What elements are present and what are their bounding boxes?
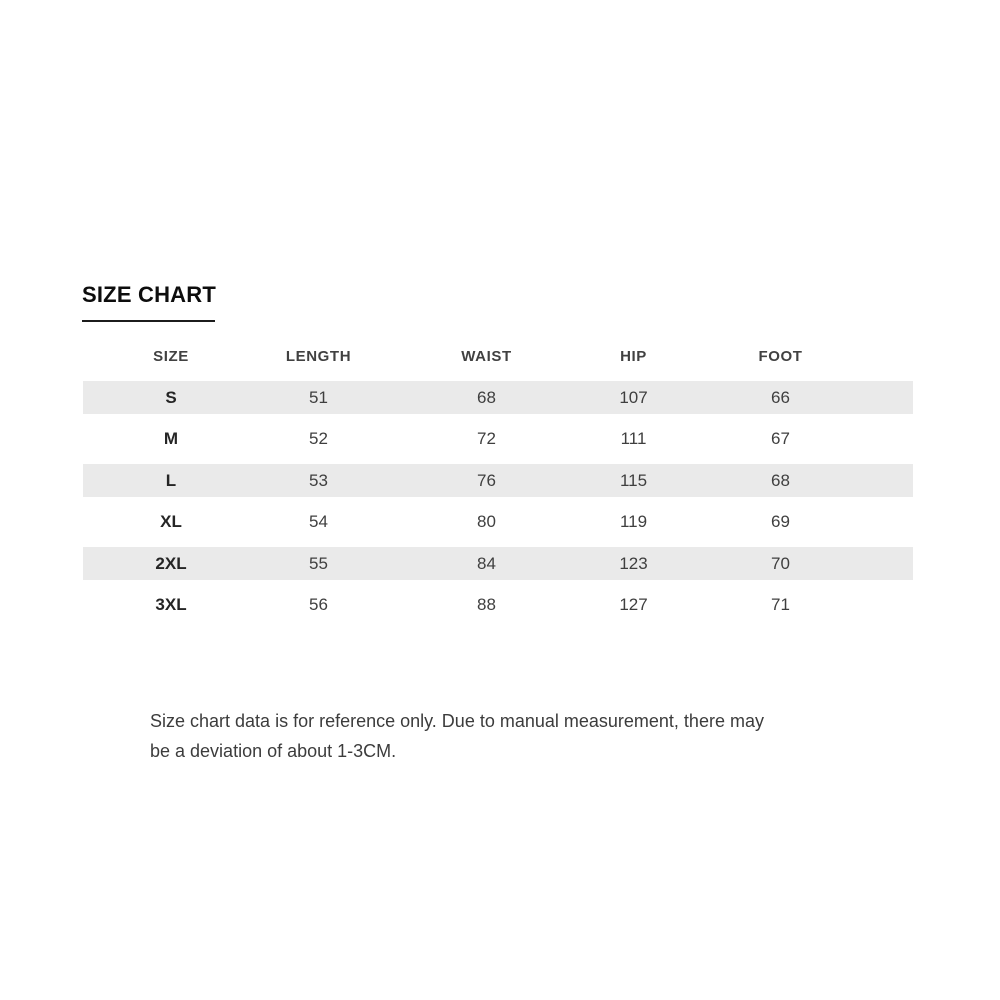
cell-size: S [165,387,177,407]
cell-hip: 119 [619,512,648,531]
disclaimer-line-2: be a deviation of about 1-3CM. [150,741,397,761]
cell-length: 56 [309,595,328,614]
table-row-m: M 52 72 111 67 [83,423,913,456]
cell-size: 2XL [155,553,187,573]
table-header-row: SIZE LENGTH WAIST HIP FOOT [83,340,913,373]
cell-foot: 70 [771,553,790,573]
cell-waist: 72 [477,429,496,448]
column-header-foot: FOOT [758,348,803,365]
cell-hip: 127 [619,595,648,614]
table-row-3xl: 3XL 56 88 127 71 [83,589,913,622]
column-header-hip: HIP [620,348,647,365]
title-underline [82,320,215,322]
cell-waist: 68 [477,387,496,407]
cell-length: 52 [309,429,328,448]
cell-hip: 115 [619,470,648,490]
disclaimer-text: Size chart data is for reference only. D… [150,706,830,766]
cell-size: XL [160,512,182,531]
cell-size: L [165,470,177,490]
page-title: SIZE CHART [82,282,216,307]
table-row-l: L 53 76 115 68 [83,464,913,497]
cell-hip: 123 [619,553,648,573]
cell-foot: 67 [771,429,790,448]
cell-foot: 71 [771,595,790,614]
cell-size: M [163,429,179,448]
cell-length: 54 [309,512,328,531]
column-header-waist: WAIST [461,348,512,365]
cell-waist: 76 [477,470,496,490]
cell-waist: 88 [477,595,496,614]
cell-length: 51 [309,387,328,407]
cell-hip: 111 [620,429,647,448]
cell-waist: 84 [477,553,496,573]
table-row-xl: XL 54 80 119 69 [83,506,913,539]
cell-size: 3XL [155,595,187,614]
cell-length: 55 [309,553,328,573]
table-row-2xl: 2XL 55 84 123 70 [83,547,913,580]
cell-length: 53 [309,470,328,490]
cell-foot: 69 [771,512,790,531]
column-header-size: SIZE [153,348,189,365]
cell-waist: 80 [477,512,496,531]
cell-foot: 68 [771,470,790,490]
cell-foot: 66 [771,387,790,407]
cell-hip: 107 [619,387,648,407]
column-header-length: LENGTH [285,348,352,365]
disclaimer-line-1: Size chart data is for reference only. D… [150,711,764,731]
table-body: S 51 68 107 66 M 52 72 111 67 L 53 76 11… [83,381,913,622]
size-table: SIZE LENGTH WAIST HIP FOOT S 51 68 107 6… [83,340,913,622]
table-row-s: S 51 68 107 66 [83,381,913,414]
